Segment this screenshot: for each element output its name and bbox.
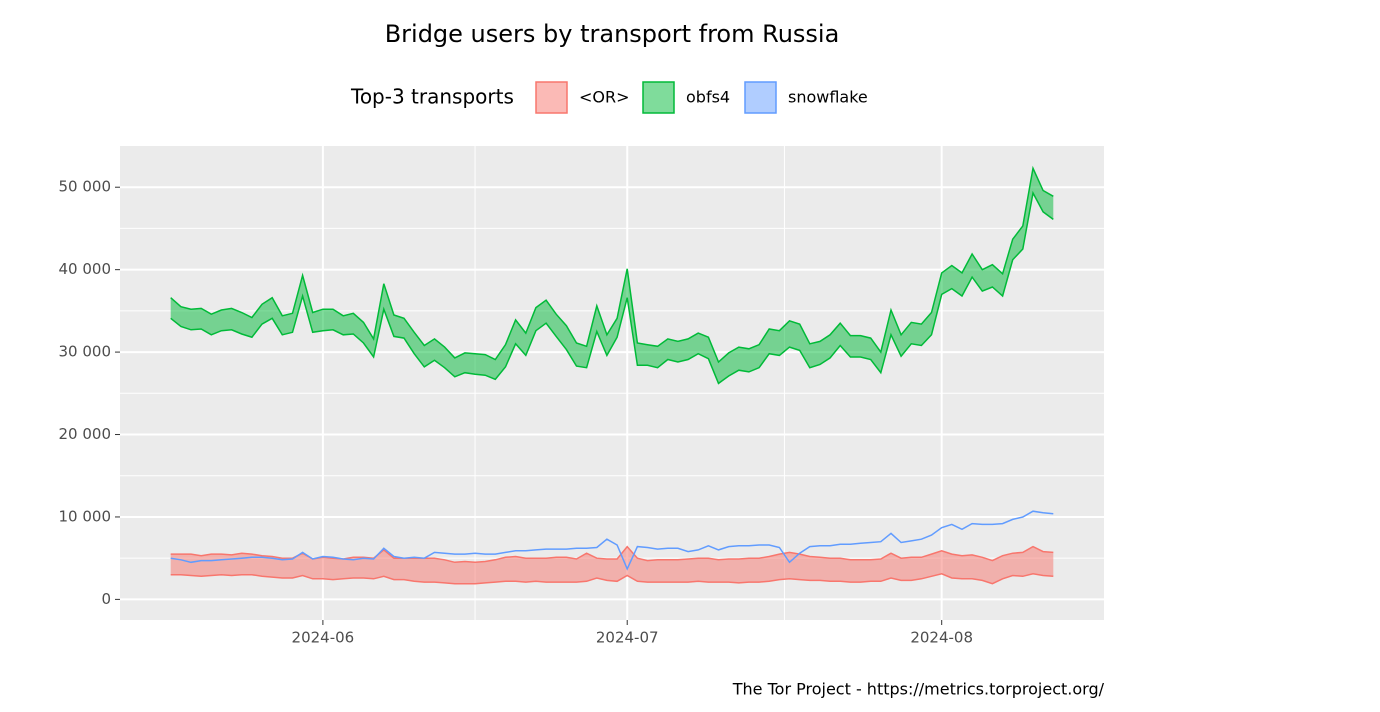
ribbon-lower-line	[170, 573, 1054, 585]
y-tick-label: 40 000	[59, 260, 112, 278]
ribbon-area	[170, 168, 1054, 384]
ribbon-upper-line	[170, 165, 1054, 364]
y-tick-label: 30 000	[59, 343, 112, 361]
x-tick-label: 2024-07	[596, 629, 659, 647]
panel	[120, 146, 1104, 620]
legend-label: snowflake	[788, 88, 868, 107]
caption: The Tor Project - https://metrics.torpro…	[732, 680, 1105, 699]
chart-title: Bridge users by transport from Russia	[385, 20, 840, 48]
ribbon-area	[170, 546, 1054, 584]
legend-key	[744, 81, 777, 114]
y-tick-label: 10 000	[59, 507, 112, 525]
legend-key	[642, 81, 675, 114]
x-tick-label: 2024-06	[292, 629, 355, 647]
y-tick-label: 50 000	[59, 178, 112, 196]
legend-title: Top-3 transports	[350, 85, 514, 109]
legend-label: <OR>	[579, 88, 630, 107]
legend-label: obfs4	[686, 88, 730, 107]
y-tick-label: 20 000	[59, 425, 112, 443]
x-tick-label: 2024-08	[910, 629, 973, 647]
y-tick-label: 0	[101, 590, 111, 608]
ribbon-lower-line	[170, 190, 1054, 385]
line	[170, 510, 1054, 571]
legend-key	[535, 81, 568, 114]
